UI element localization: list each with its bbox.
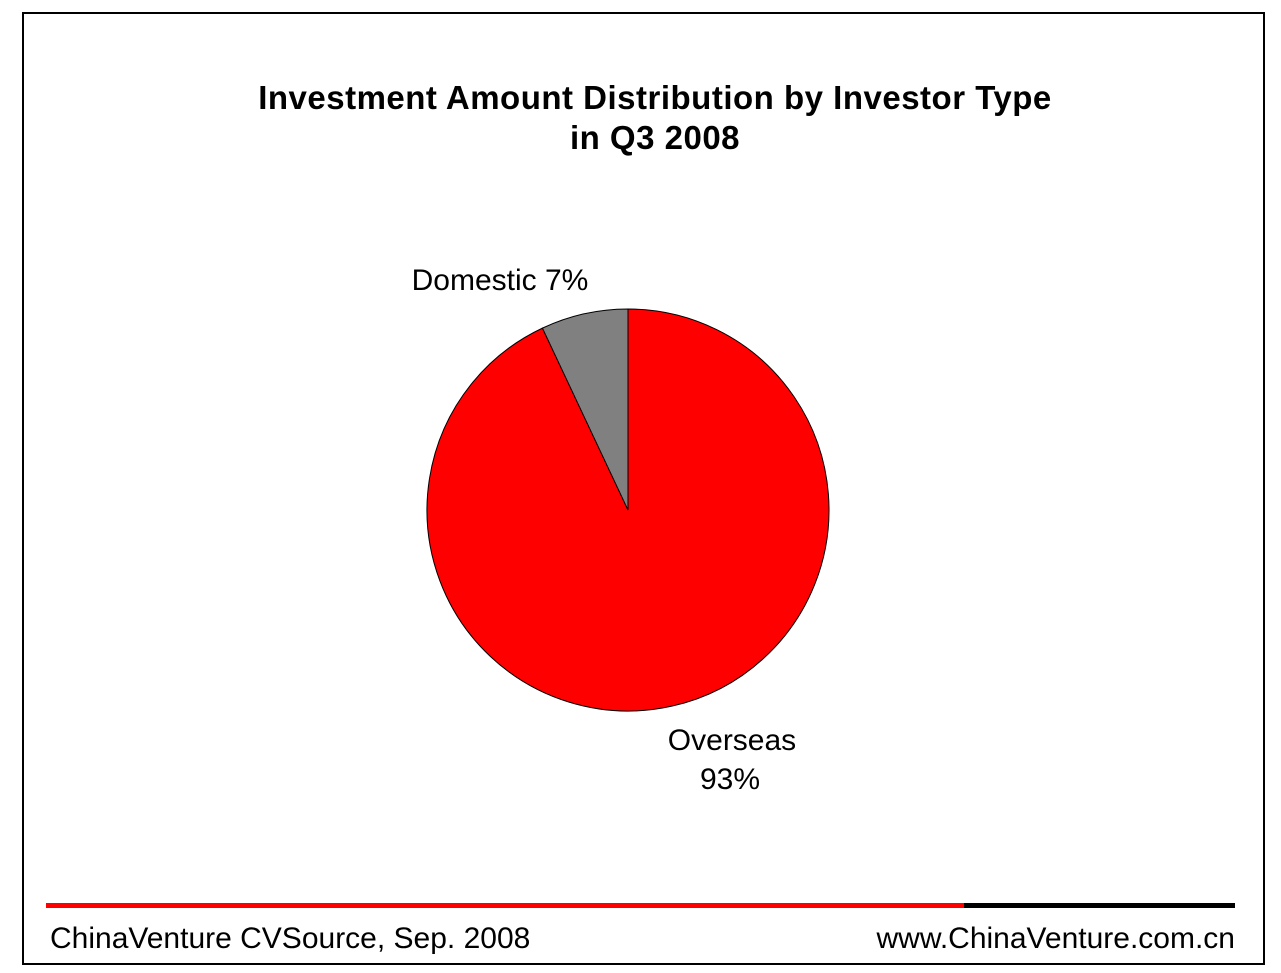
chart-title-line2: in Q3 2008 — [569, 119, 741, 156]
data-label-overseas-value: 93% — [700, 763, 760, 796]
footer-website: www.ChinaVenture.com.cn — [876, 922, 1235, 955]
footer-source: ChinaVenture CVSource, Sep. 2008 — [50, 922, 531, 955]
footer-divider-black — [964, 903, 1235, 908]
data-label-domestic: Domestic 7% — [412, 264, 589, 297]
chart-title-line1: Investment Amount Distribution by Invest… — [258, 79, 1052, 116]
pie-slice-domestic — [541, 308, 629, 511]
data-label-overseas-name: Overseas — [668, 724, 796, 757]
footer-divider-red — [46, 903, 964, 908]
chart-title: Investment Amount Distribution by Invest… — [0, 78, 1281, 158]
